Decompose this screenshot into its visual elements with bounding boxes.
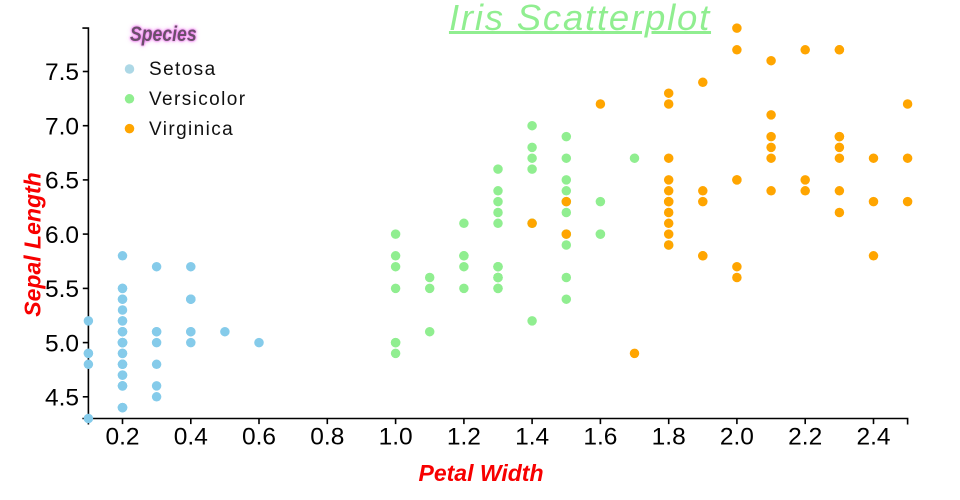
svg-text:5.0: 5.0: [45, 330, 79, 357]
svg-text:1.2: 1.2: [447, 424, 481, 451]
svg-text:1.8: 1.8: [652, 424, 686, 451]
svg-text:2.2: 2.2: [788, 424, 822, 451]
svg-text:2.4: 2.4: [856, 424, 890, 451]
svg-text:6.0: 6.0: [45, 222, 79, 249]
svg-text:0.8: 0.8: [310, 424, 344, 451]
svg-text:7.5: 7.5: [45, 59, 79, 86]
svg-text:0.2: 0.2: [105, 424, 139, 451]
svg-text:4.5: 4.5: [45, 385, 79, 412]
svg-text:0.4: 0.4: [174, 424, 208, 451]
svg-text:7.0: 7.0: [45, 113, 79, 140]
svg-text:1.0: 1.0: [379, 424, 413, 451]
svg-text:6.5: 6.5: [45, 168, 79, 195]
svg-text:1.6: 1.6: [583, 424, 617, 451]
svg-text:2.0: 2.0: [720, 424, 754, 451]
svg-text:5.5: 5.5: [45, 276, 79, 303]
svg-text:0.6: 0.6: [242, 424, 276, 451]
svg-text:1.4: 1.4: [515, 424, 549, 451]
